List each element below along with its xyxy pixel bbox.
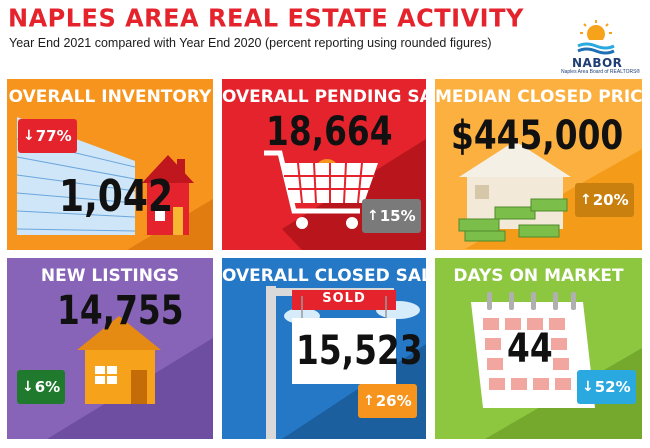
change-value: 26% [375, 392, 412, 410]
up-arrow-icon: ↑ [363, 393, 375, 409]
page-subtitle: Year End 2021 compared with Year End 202… [9, 36, 492, 50]
tile-overall-closed-sales: OVERALL CLOSED SALES SOLD 15,523 ↑ 26% [222, 258, 426, 439]
tile-title: OVERALL PENDING SALES [222, 87, 426, 107]
metric-value: 15,523 [296, 328, 423, 374]
up-arrow-icon: ↑ [580, 192, 592, 208]
change-badge: ↑ 26% [358, 384, 417, 418]
change-value: 20% [592, 191, 629, 209]
metric-value: $445,000 [451, 113, 624, 159]
tile-title: MEDIAN CLOSED PRICE [435, 87, 642, 107]
change-value: 52% [594, 378, 631, 396]
metric-value: 18,664 [266, 109, 393, 155]
change-badge: ↓ 52% [577, 370, 636, 404]
metric-value: 1,042 [59, 171, 174, 222]
tile-days-on-market: DAYS ON MARKET 44 ↓ 52% [435, 258, 642, 439]
change-badge: ↓ 77% [18, 119, 77, 153]
tile-new-listings: NEW LISTINGS 14,755 ↓ 6% [7, 258, 213, 439]
down-arrow-icon: ↓ [23, 128, 35, 144]
tile-title: OVERALL CLOSED SALES [222, 266, 426, 286]
logo-tagline: Naples Area Board of REALTORS® [561, 69, 641, 75]
change-value: 6% [34, 378, 61, 396]
tile-overall-inventory: OVERALL INVENTORY ↓ 77% 1,042 [7, 79, 213, 250]
change-value: 77% [35, 127, 72, 145]
tile-title: OVERALL INVENTORY [8, 87, 212, 107]
down-arrow-icon: ↓ [582, 379, 594, 395]
nabor-logo-icon [577, 20, 615, 55]
metric-value: 44 [507, 326, 553, 372]
metric-value: 14,755 [57, 288, 184, 334]
up-arrow-icon: ↑ [367, 208, 379, 224]
house-money-icon [458, 141, 642, 250]
change-badge: ↓ 6% [17, 370, 66, 404]
change-value: 15% [379, 207, 416, 225]
change-badge: ↑ 15% [362, 199, 421, 233]
page-title: NAPLES AREA REAL ESTATE ACTIVITY [8, 3, 524, 33]
tile-median-closed-price: MEDIAN CLOSED PRICE $445,000 ↑ 20% [435, 79, 642, 250]
logo-name: NABOR [572, 56, 623, 70]
tile-title: NEW LISTINGS [40, 266, 180, 286]
house-icon [47, 316, 213, 439]
tile-title: DAYS ON MARKET [453, 266, 624, 286]
change-badge: ↑ 20% [575, 183, 634, 217]
tile-overall-pending-sales: OVERALL PENDING SALES 18,664 ↑ 15% [222, 79, 426, 250]
sold-label: SOLD [322, 291, 366, 306]
down-arrow-icon: ↓ [22, 379, 34, 395]
